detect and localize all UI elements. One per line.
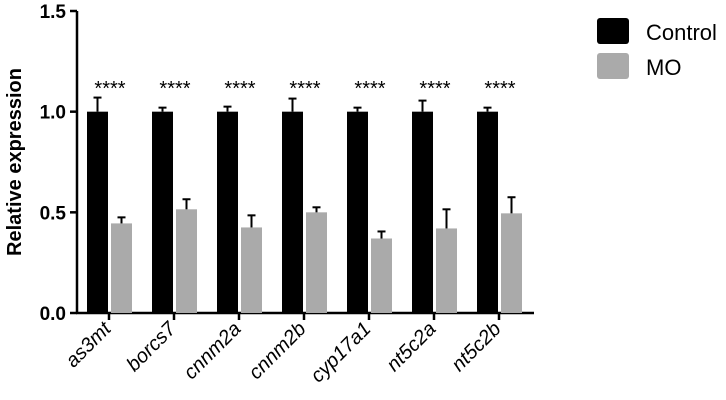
legend-label: MO (646, 55, 681, 80)
x-tick-label: nt5c2a (383, 318, 441, 376)
bar-mo (241, 227, 262, 313)
bar-mo (436, 228, 457, 313)
bar-mo (176, 209, 197, 313)
bar-mo (306, 212, 327, 313)
significance-label: **** (289, 78, 320, 100)
plot-area: 0.0 0.5 1.0 1.5 **** as3mt **** borcs7 **** cnnm2… (40, 2, 534, 387)
bar-control (477, 111, 498, 314)
x-tick-label: cyp17a1 (307, 318, 376, 387)
bar-mo (111, 223, 132, 313)
significance-label: **** (94, 78, 125, 100)
y-tick-label: 0.0 (40, 304, 66, 325)
significance-label: **** (484, 78, 515, 100)
bar-mo (371, 238, 392, 313)
x-tick-label: nt5c2b (448, 318, 506, 376)
legend-label: Control (646, 20, 717, 45)
x-tick-label: borcs7 (123, 317, 182, 376)
legend: Control MO (597, 18, 717, 80)
bar-control (87, 111, 108, 314)
significance-label: **** (419, 78, 450, 100)
bar-mo (501, 213, 522, 313)
y-tick-label: 0.5 (40, 203, 67, 224)
bar-control (152, 111, 173, 314)
bar-control (412, 111, 433, 314)
y-tick-label: 1.0 (40, 103, 66, 124)
x-tick-label: cnnm2a (180, 318, 246, 384)
x-tick-label: as3mt (61, 317, 116, 372)
significance-label: **** (159, 78, 190, 100)
legend-swatch (597, 18, 629, 44)
x-tick-label: cnnm2b (245, 318, 311, 384)
y-axis-label: Relative expression (4, 68, 26, 256)
bar-control (347, 111, 368, 314)
significance-label: **** (224, 78, 255, 100)
significance-label: **** (354, 78, 385, 100)
y-tick-label: 1.5 (40, 2, 67, 23)
legend-swatch (597, 53, 629, 79)
bar-control (282, 111, 303, 314)
bar-control (217, 111, 238, 314)
